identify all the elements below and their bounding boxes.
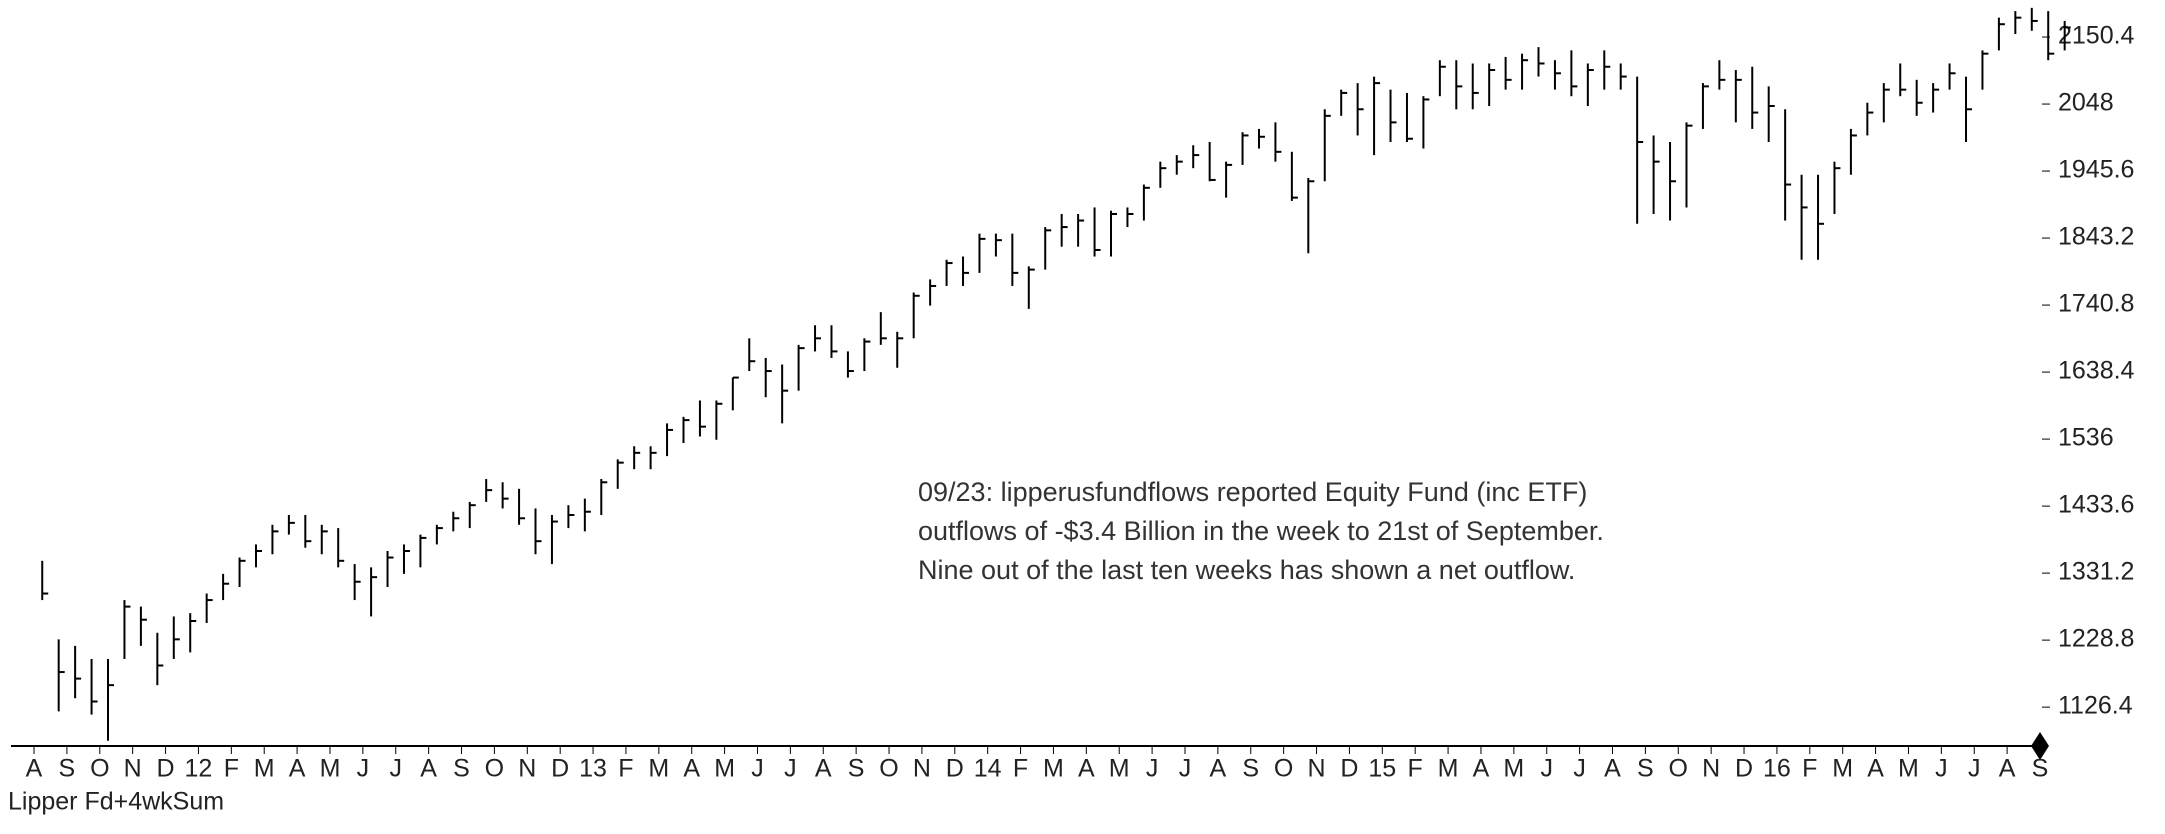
y-tick-label: 1945.6: [2058, 156, 2134, 184]
x-tick-label: A: [1210, 755, 1227, 783]
y-tick-label: 2150.4: [2058, 22, 2135, 50]
y-tick-label: 1433.6: [2058, 491, 2134, 519]
x-tick-label: A: [1867, 755, 1884, 783]
x-tick-label: S: [848, 755, 865, 783]
x-tick-label: O: [90, 755, 109, 783]
x-tick-label: M: [1898, 755, 1919, 783]
x-tick-label: M: [1832, 755, 1853, 783]
x-tick-label: J: [1179, 755, 1192, 783]
x-tick-label: M: [648, 755, 669, 783]
x-tick-label: N: [913, 755, 931, 783]
x-tick-label: 13: [579, 755, 607, 783]
x-tick-label: A: [683, 755, 700, 783]
x-tick-label: M: [254, 755, 275, 783]
annotation-line: Nine out of the last ten weeks has shown…: [918, 555, 1575, 585]
x-tick-label: J: [784, 755, 797, 783]
x-tick-label: M: [1043, 755, 1064, 783]
x-tick-label: A: [1604, 755, 1621, 783]
x-tick-label: J: [1968, 755, 1981, 783]
x-tick-label: A: [1473, 755, 1490, 783]
x-tick-label: J: [1146, 755, 1159, 783]
x-tick-label: A: [289, 755, 306, 783]
x-tick-label: D: [1735, 755, 1753, 783]
indicator-label: Lipper Fd+4wkSum: [8, 788, 224, 816]
x-tick-label: M: [320, 755, 341, 783]
x-tick-label: A: [815, 755, 832, 783]
x-tick-label: M: [1503, 755, 1524, 783]
x-tick-label: 16: [1763, 755, 1791, 783]
annotation-line: outflows of -$3.4 Billion in the week to…: [918, 516, 1604, 546]
x-tick-label: A: [1078, 755, 1095, 783]
x-tick-label: D: [1340, 755, 1358, 783]
x-tick-label: O: [1669, 755, 1688, 783]
x-tick-label: A: [1999, 755, 2016, 783]
y-tick-label: 2048: [2058, 89, 2114, 117]
y-tick-label: 1536: [2058, 424, 2114, 452]
x-tick-label: S: [453, 755, 470, 783]
annotation-line: 09/23: lipperusfundflows reported Equity…: [918, 477, 1587, 507]
x-tick-label: S: [1242, 755, 1259, 783]
x-tick-label: J: [357, 755, 370, 783]
x-tick-label: M: [1109, 755, 1130, 783]
x-tick-label: F: [1408, 755, 1423, 783]
x-tick-label: D: [157, 755, 175, 783]
x-tick-label: O: [485, 755, 504, 783]
x-tick-label: A: [420, 755, 437, 783]
x-tick-label: S: [2032, 755, 2049, 783]
x-tick-label: M: [714, 755, 735, 783]
x-tick-label: F: [1802, 755, 1817, 783]
y-tick-label: 1740.8: [2058, 290, 2134, 318]
y-tick-label: 1638.4: [2058, 357, 2135, 385]
y-tick-label: 1331.2: [2058, 558, 2134, 586]
x-tick-label: D: [551, 755, 569, 783]
x-tick-label: S: [59, 755, 76, 783]
x-tick-label: N: [1702, 755, 1720, 783]
x-tick-label: J: [1935, 755, 1948, 783]
x-tick-label: O: [879, 755, 898, 783]
x-tick-label: 12: [185, 755, 213, 783]
x-tick-label: N: [518, 755, 536, 783]
x-tick-label: J: [1540, 755, 1553, 783]
x-tick-label: A: [26, 755, 43, 783]
x-tick-label: J: [390, 755, 403, 783]
x-tick-label: J: [1573, 755, 1586, 783]
x-tick-label: F: [1013, 755, 1028, 783]
x-tick-label: O: [1274, 755, 1293, 783]
x-tick-label: N: [124, 755, 142, 783]
x-tick-label: M: [1438, 755, 1459, 783]
x-tick-label: 14: [974, 755, 1002, 783]
x-tick-label: 15: [1368, 755, 1396, 783]
x-tick-label: D: [946, 755, 964, 783]
x-tick-label: F: [224, 755, 239, 783]
y-tick-label: 1228.8: [2058, 625, 2134, 653]
x-tick-label: N: [1308, 755, 1326, 783]
y-tick-label: 1843.2: [2058, 223, 2134, 251]
x-tick-label: F: [618, 755, 633, 783]
x-tick-label: J: [751, 755, 764, 783]
x-tick-label: S: [1637, 755, 1654, 783]
y-tick-label: 1126.4: [2058, 692, 2133, 720]
